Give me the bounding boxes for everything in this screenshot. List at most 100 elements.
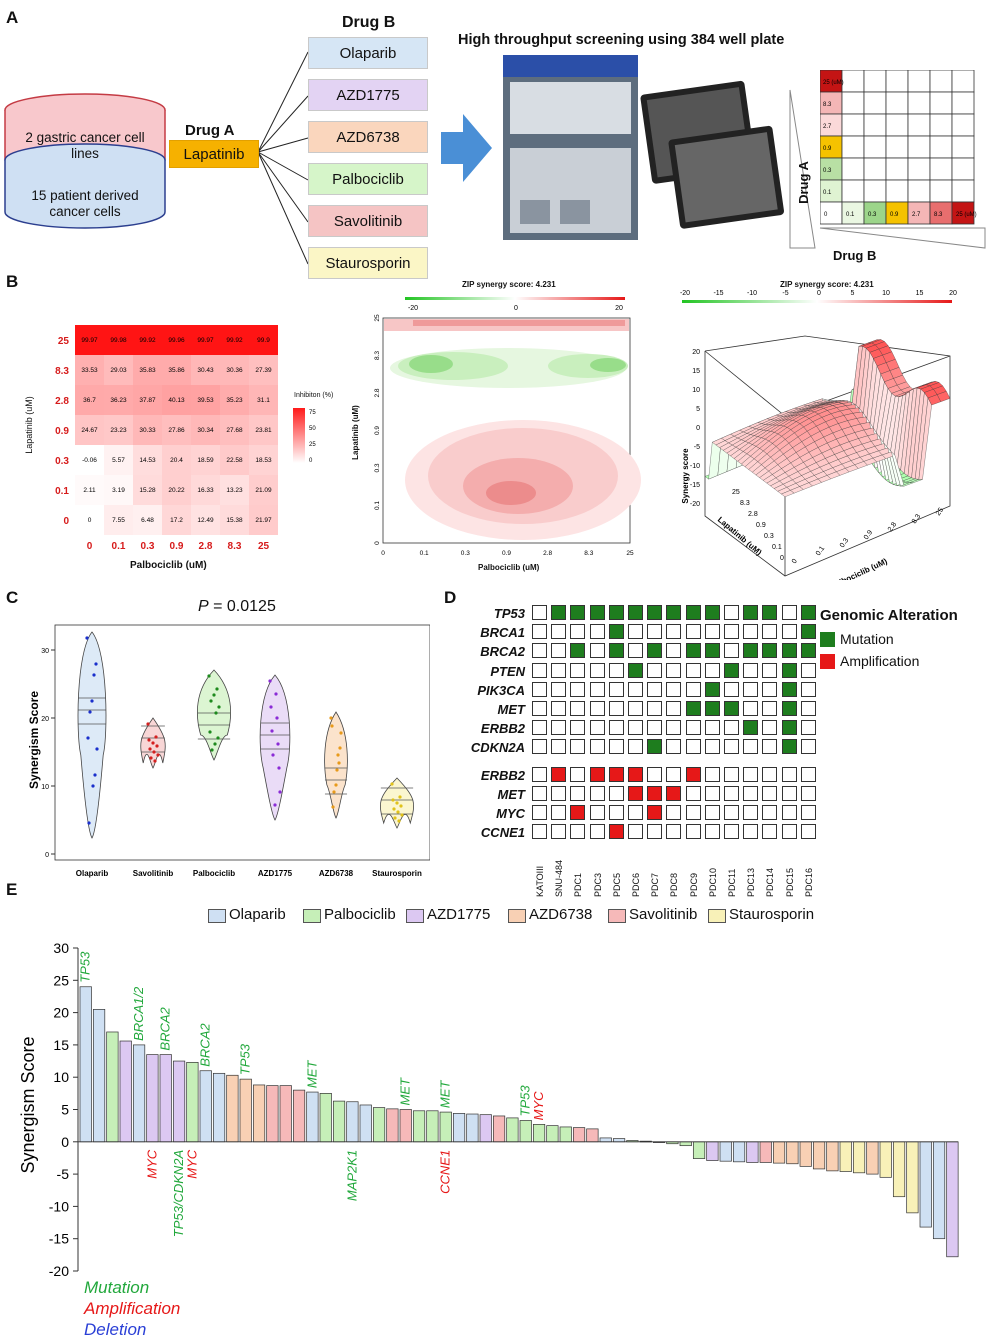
bar [319, 1093, 332, 1143]
heatmap-col-label: 0 [87, 541, 93, 552]
amplification-cell [781, 824, 797, 840]
mini-grid-b-value: 25 (uM) [956, 212, 977, 218]
heatmap-value: 0 [88, 517, 92, 524]
amplification-cell [628, 766, 643, 782]
mutation-cell [570, 662, 586, 678]
mutation-cell [647, 662, 663, 678]
contour-region [486, 481, 536, 505]
heatmap-cell [75, 355, 104, 385]
mini-grid-b-value: 0.1 [846, 212, 855, 218]
mutation-cell [724, 605, 739, 620]
cylinder-top-label: 2 gastric cancer cell lines [25, 130, 145, 162]
bar-annotation-top: BRCA1/2 [131, 986, 146, 1041]
mutation-cell [666, 643, 682, 659]
mutation-cell [743, 720, 759, 736]
mutation-cell [781, 681, 797, 697]
bar [226, 1074, 239, 1143]
mutation-cell [800, 624, 816, 640]
heatmap-value: 33.53 [81, 367, 98, 374]
heatmap-cell [220, 505, 249, 535]
violin-point [94, 662, 98, 666]
heatmap-cell [162, 505, 191, 535]
bar-annotation-bottom: MYC [144, 1149, 159, 1179]
mini-grid-cell [929, 91, 953, 115]
mutation-cell [781, 701, 797, 716]
bar [399, 1109, 412, 1143]
mutation-cell [724, 701, 739, 716]
heatmap-cell [191, 445, 220, 475]
bar-legend-label: AZD6738 [529, 906, 593, 923]
mutation-cell [589, 605, 605, 620]
mini-grid-cell [907, 157, 931, 181]
violin-point [332, 790, 336, 794]
mini-grid-cell [929, 113, 953, 137]
heatmap-cell [104, 385, 133, 415]
legend-swatch-mutation [820, 632, 835, 647]
heatmap-value: 23.23 [110, 427, 127, 434]
bar-annotation-bottom: MYC [184, 1149, 199, 1179]
contour-x-tick: 0.3 [461, 550, 470, 557]
mini-grid-cell [951, 201, 975, 225]
bar [172, 1060, 186, 1143]
violin-point [331, 805, 335, 809]
mini-grid-b-value: 0.3 [868, 212, 877, 218]
amplification-cell [628, 805, 643, 820]
legend-swatch-amplification [820, 654, 835, 669]
amplification-cell [666, 824, 682, 840]
amplification-cell [608, 766, 624, 782]
bar-y-tick-label: -15 [49, 1231, 69, 1247]
bar [799, 1141, 812, 1167]
bar [706, 1141, 719, 1161]
gene-label-met: MET [497, 786, 525, 802]
amplification-cell [570, 824, 586, 840]
synergism-bar-chart: 30 25 20 15 10 5 0 -5 -10 -15 -20 Synergism Score TP… [18, 940, 959, 1279]
mutation-cell [743, 681, 759, 697]
bar-y-tick-label: -5 [57, 1166, 70, 1182]
mutation-cell [685, 662, 701, 678]
mutation-cell [666, 720, 682, 736]
sample-label: PDC1 [573, 873, 584, 898]
zip-surface-plot: -20 -15 -10 -5 0 5 10 15 2020151050-5-10-15-20Sy… [680, 290, 957, 580]
mutation-cell [628, 681, 643, 697]
sample-label: PDC9 [688, 873, 699, 898]
heatmap-xlabel: Palbociclib (uM) [130, 560, 207, 571]
bar [519, 1120, 532, 1143]
heatmap-cell [104, 475, 133, 505]
gene-label-pik3ca: PIK3CA [477, 682, 525, 698]
mutation-cell [762, 701, 778, 716]
mutation-cell [666, 605, 682, 620]
amplification-cell [647, 766, 663, 782]
mutation-cell [589, 720, 605, 736]
amplification-cell [685, 824, 701, 840]
alteration-key-deletion: Deletion [84, 1320, 147, 1339]
bar [586, 1128, 599, 1143]
mutation-cell [800, 701, 816, 716]
bar [772, 1141, 786, 1164]
contour-y-tick: 0.1 [374, 501, 381, 510]
violin-point [86, 736, 90, 740]
amplification-cell [724, 766, 739, 782]
amplification-cell [800, 805, 816, 820]
amplification-cell [589, 805, 605, 820]
violin-x-label: AZD1775 [258, 869, 293, 878]
bar [746, 1141, 759, 1163]
violin-point [390, 782, 394, 786]
mutation-cell [743, 643, 759, 659]
heatmap-value: 29.03 [110, 367, 127, 374]
alteration-key-mutation: Mutation [84, 1278, 150, 1297]
mutation-cell [704, 605, 720, 620]
mini-grid-a-value: 8.3 [823, 102, 832, 108]
contour-y-tick: 25 [374, 314, 381, 322]
mini-grid-b-value: 0.9 [890, 212, 899, 218]
heatmap-cell [162, 415, 191, 445]
amplification-cell [608, 824, 624, 840]
bar [946, 1141, 959, 1258]
heatmap-cell [104, 445, 133, 475]
amplification-cell [743, 766, 759, 782]
bar [212, 1072, 226, 1143]
gene-label-myc: MYC [496, 806, 525, 821]
bar [719, 1141, 732, 1162]
bar [532, 1124, 546, 1143]
mutation-cell [704, 662, 720, 678]
mutation-cell [628, 701, 643, 716]
